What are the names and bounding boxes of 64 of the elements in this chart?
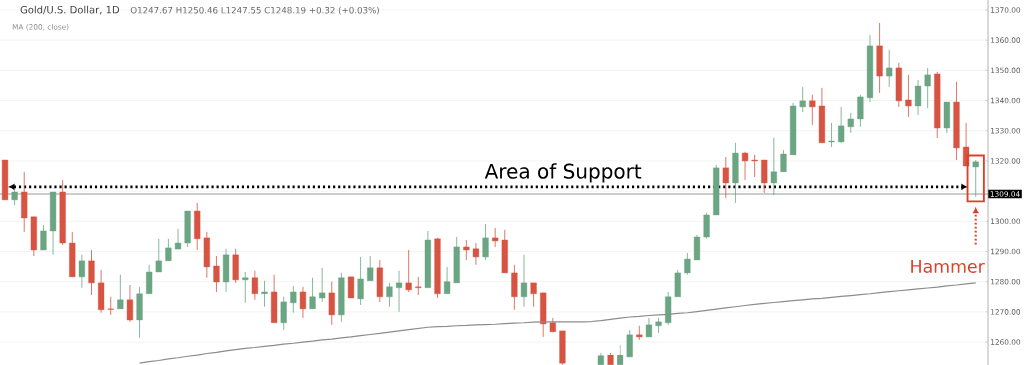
candlestick (482, 223, 489, 261)
candlestick (309, 277, 316, 310)
candlestick (290, 285, 297, 314)
candlestick (347, 276, 355, 299)
candlestick (809, 94, 816, 126)
candlestick (367, 255, 374, 282)
candlestick (242, 271, 249, 304)
candlestick (780, 149, 787, 173)
candlestick (88, 249, 95, 296)
candlestick (174, 228, 182, 250)
candlestick (924, 67, 931, 109)
ref-line-label: Area of Support (484, 163, 642, 183)
candlestick (703, 212, 710, 240)
candlestick (799, 86, 806, 113)
candlestick (107, 296, 114, 316)
candlestick (905, 74, 912, 118)
annotation: Hammer (911, 260, 985, 273)
candlestick (40, 224, 47, 251)
candlestick (645, 317, 653, 338)
candlestick (886, 49, 893, 88)
candlestick (328, 281, 335, 326)
candlestick (126, 284, 134, 323)
candlestick (914, 79, 922, 116)
candlestick (530, 282, 537, 308)
candlestick (319, 267, 326, 303)
candlestick (146, 264, 153, 295)
candlestick (117, 274, 124, 310)
candlestick (405, 249, 412, 293)
candlestick (626, 329, 633, 358)
text: O1247.67 H1250.46 L1247.55 C1248.19 +0.32 (+0.03%) (130, 6, 379, 15)
candlestick (684, 252, 691, 276)
candlestick (78, 254, 85, 289)
candlestick (636, 325, 643, 341)
candlestick (838, 106, 845, 144)
candlestick (722, 156, 729, 199)
candlestick (847, 112, 854, 134)
candlestick (280, 296, 287, 331)
candlestick (213, 255, 220, 293)
candlestick (693, 234, 701, 261)
candlestick (165, 238, 172, 262)
candlestick (444, 266, 451, 295)
candlestick (741, 151, 749, 181)
candlestick (463, 239, 470, 261)
candlestick (472, 242, 480, 266)
candlestick (674, 269, 681, 298)
text: Gold/U.S. Dollar, 1D (20, 5, 120, 15)
candlestick (155, 238, 162, 273)
candlestick (751, 154, 758, 178)
candlestick (395, 270, 403, 313)
candlestick (261, 280, 268, 308)
candlestick (415, 276, 422, 296)
candlestick (972, 159, 979, 198)
candlestick (761, 159, 768, 194)
candlestick (857, 94, 864, 128)
candlestick (770, 137, 777, 196)
candlestick (492, 227, 499, 248)
candlestick (511, 264, 518, 311)
candlestick (828, 122, 835, 148)
candlestick (386, 282, 393, 308)
candlestick (963, 122, 970, 167)
candlestick (357, 256, 364, 306)
candlestick (299, 286, 307, 319)
candlestick (251, 270, 258, 301)
candlestick (520, 254, 528, 308)
